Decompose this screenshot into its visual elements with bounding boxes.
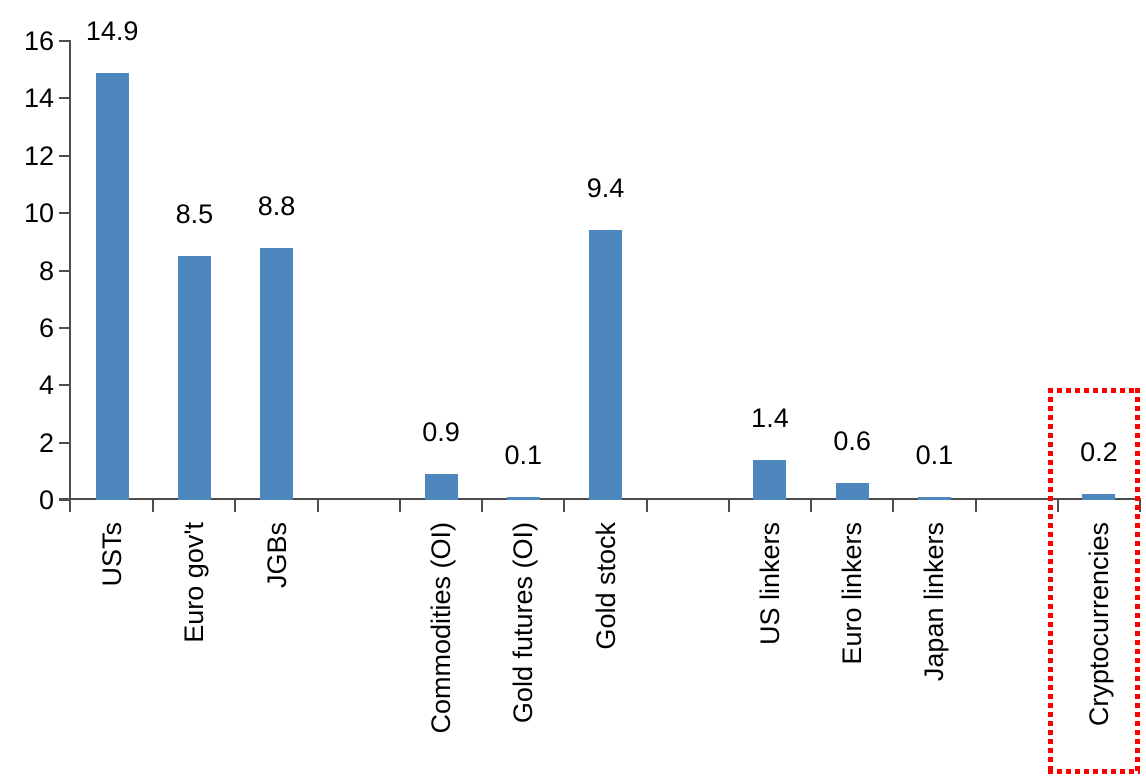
x-category-label: Gold futures (OI) <box>508 522 539 724</box>
bar <box>589 230 622 500</box>
bar <box>506 497 540 500</box>
y-tick-label: 2 <box>38 427 54 458</box>
x-category-label: JGBs <box>261 522 292 589</box>
x-tick <box>810 500 813 512</box>
y-tick <box>59 212 71 215</box>
y-tick-label: 12 <box>23 140 54 171</box>
x-category-label: Euro gov't <box>179 522 210 643</box>
x-tick <box>316 500 319 512</box>
bar-value-label: 0.1 <box>504 440 543 471</box>
bar <box>835 482 869 500</box>
x-tick <box>974 500 977 512</box>
x-tick <box>481 500 484 512</box>
bar-value-label: 8.8 <box>257 190 296 221</box>
bar-value-label: 8.5 <box>175 199 214 230</box>
y-tick-label: 8 <box>38 255 54 286</box>
bar-value-label: 1.4 <box>751 402 789 433</box>
bar-value-label: 14.9 <box>85 15 139 46</box>
x-category-label: US linkers <box>754 522 785 646</box>
y-tick-label: 14 <box>23 83 54 114</box>
x-tick <box>1139 500 1141 512</box>
y-tick <box>59 499 71 501</box>
x-tick <box>234 500 237 512</box>
bar <box>95 72 129 500</box>
x-tick <box>563 500 566 512</box>
x-category-label: USTs <box>97 522 128 587</box>
y-tick <box>59 326 71 329</box>
bar <box>753 459 787 500</box>
y-tick-label: 16 <box>23 26 54 56</box>
bar <box>177 256 211 500</box>
x-tick <box>892 500 895 512</box>
y-axis-line <box>69 41 71 512</box>
y-tick <box>59 40 71 42</box>
bar <box>424 474 458 500</box>
y-tick <box>59 97 71 100</box>
x-tick <box>398 500 401 512</box>
bar-value-label: 0.1 <box>915 440 954 471</box>
x-category-label: Commodities (OI) <box>426 522 457 734</box>
bar <box>260 247 294 500</box>
y-tick <box>59 154 71 157</box>
y-tick-label: 0 <box>38 485 54 515</box>
x-category-label: Japan linkers <box>919 522 950 682</box>
x-tick <box>152 500 155 512</box>
x-tick <box>645 500 648 512</box>
bar-value-label: 0.6 <box>833 425 871 456</box>
bar <box>917 497 951 500</box>
x-tick <box>727 500 730 512</box>
y-tick <box>59 441 71 444</box>
y-tick <box>59 384 71 387</box>
bar-value-label: 0.9 <box>422 417 460 448</box>
y-tick-label: 6 <box>38 312 54 343</box>
x-category-label: Euro linkers <box>837 522 868 665</box>
y-tick-label: 4 <box>38 370 54 401</box>
y-tick-label: 10 <box>23 198 54 229</box>
highlight-box <box>1048 388 1140 774</box>
bar-value-label: 9.4 <box>586 173 625 204</box>
y-tick <box>59 269 71 272</box>
x-category-label: Gold stock <box>590 522 621 650</box>
